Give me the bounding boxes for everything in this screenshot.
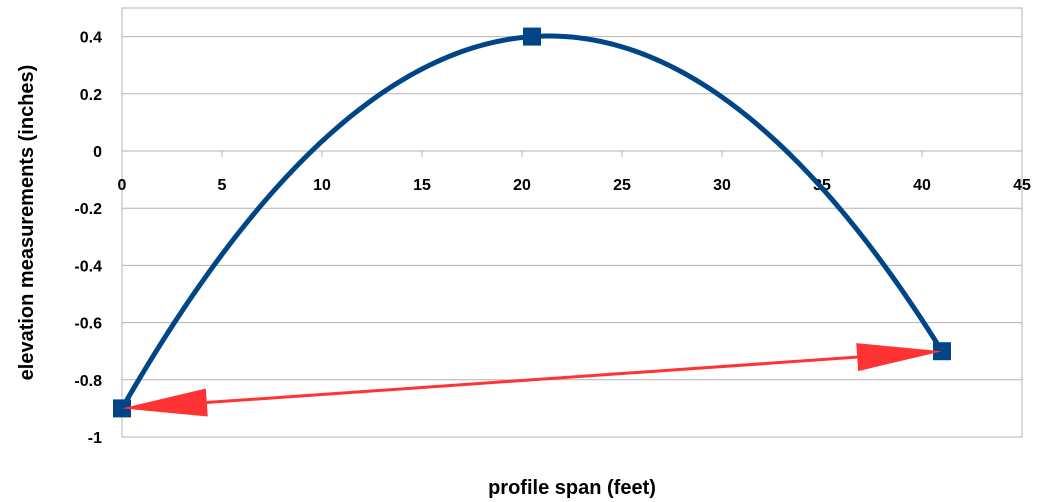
x-tick-labels: 0 5 10 15 20 25 30 35 40 45: [118, 151, 1031, 194]
y-tick-label: -0.4: [74, 258, 102, 275]
x-tick-label: 10: [313, 177, 331, 194]
x-tick-label: 45: [1013, 177, 1031, 194]
data-point-marker: [523, 27, 541, 46]
x-tick-label: 15: [413, 177, 431, 194]
y-tick-label: -1: [88, 430, 102, 447]
y-tick-label: -0.6: [74, 316, 102, 333]
x-tick-label: 0: [118, 177, 127, 194]
x-tick-label: 30: [713, 177, 731, 194]
y-tick-labels: 0.4 0.2 0 -0.2 -0.4 -0.6 -0.8 -1: [74, 30, 102, 447]
y-tick-label: 0.4: [80, 30, 102, 47]
x-tick-label: 5: [218, 177, 227, 194]
plot-area-frame: [121, 7, 1023, 438]
y-tick-label: -0.8: [74, 373, 102, 390]
x-tick-label: 25: [613, 177, 631, 194]
y-axis-title: elevation measurements (inches): [16, 65, 38, 381]
series-line: [119, 33, 945, 411]
annotation-layer: [122, 343, 942, 417]
annotation-arrowhead-start: [122, 388, 208, 417]
x-tick-label: 40: [913, 177, 931, 194]
y-tick-label: 0.2: [80, 87, 102, 104]
annotation-arrowhead-end: [856, 343, 942, 372]
y-tick-label: 0: [93, 144, 102, 161]
y-tick-label: -0.2: [74, 201, 102, 218]
annotation-arrow-shaft: [189, 354, 875, 406]
x-axis-title: profile span (feet): [488, 477, 656, 499]
x-tick-label: 20: [513, 177, 531, 194]
